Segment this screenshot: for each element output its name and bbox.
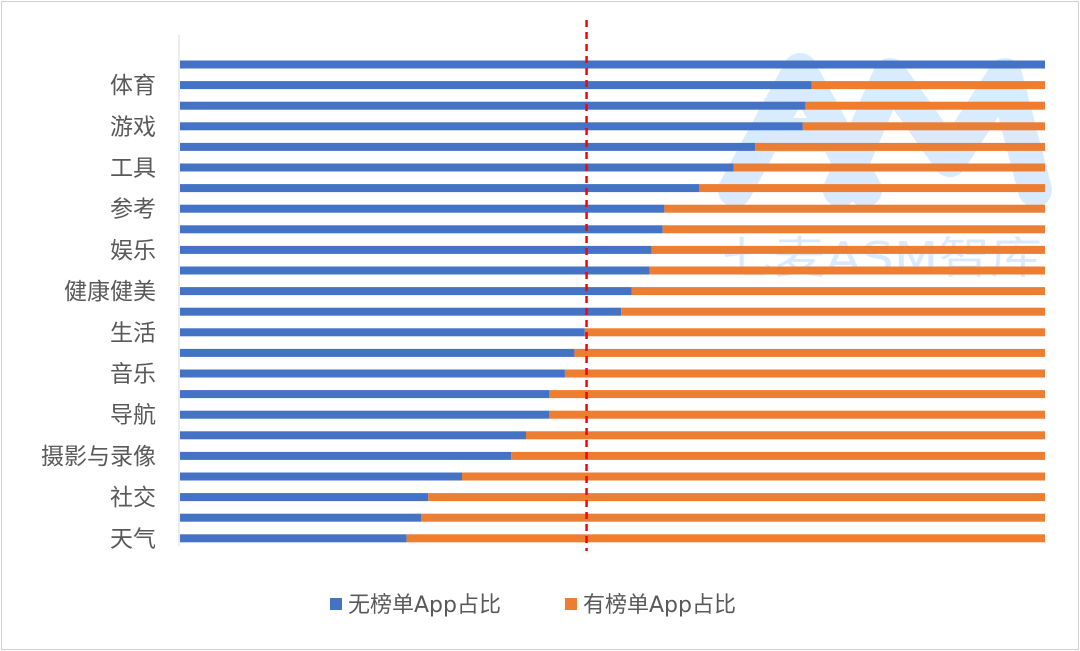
- bar-no-rank: [180, 225, 663, 234]
- bar-no-rank: [180, 328, 585, 337]
- bar-has-rank: [574, 348, 1045, 357]
- bar-no-rank: [180, 513, 422, 522]
- bar-has-rank: [549, 410, 1045, 419]
- bar-no-rank: [180, 245, 652, 254]
- bar-no-rank: [180, 163, 734, 172]
- bar-no-rank: [180, 266, 650, 275]
- bar-has-rank: [584, 328, 1045, 337]
- bar-no-rank: [180, 60, 1045, 69]
- bars-group: [180, 60, 1046, 543]
- bar-no-rank: [180, 287, 632, 296]
- category-label: 体育: [110, 73, 156, 99]
- category-label: 社交: [110, 485, 156, 511]
- bar-no-rank: [180, 101, 806, 110]
- legend: 无榜单App占比 有榜单App占比: [330, 593, 736, 618]
- bar-has-rank: [699, 184, 1045, 193]
- bar-has-rank: [406, 534, 1045, 543]
- bar-has-rank: [802, 122, 1045, 131]
- bar-no-rank: [180, 348, 575, 357]
- bar-no-rank: [180, 184, 699, 193]
- bar-has-rank: [421, 513, 1046, 522]
- category-label: 健康健美: [64, 279, 156, 305]
- category-label: 导航: [110, 403, 156, 429]
- bar-has-rank: [564, 369, 1045, 378]
- bar-has-rank: [631, 287, 1045, 296]
- bar-has-rank: [549, 390, 1045, 399]
- bar-no-rank: [180, 81, 812, 90]
- bar-no-rank: [180, 451, 512, 460]
- bar-no-rank: [180, 493, 429, 502]
- category-label: 天气: [110, 526, 156, 552]
- bar-no-rank: [180, 307, 622, 316]
- bar-has-rank: [662, 225, 1045, 234]
- bar-no-rank: [180, 534, 407, 543]
- bar-has-rank: [649, 266, 1045, 275]
- bar-has-rank: [755, 142, 1045, 151]
- bar-has-rank: [733, 163, 1045, 172]
- bar-has-rank: [811, 81, 1045, 90]
- category-label: 游戏: [110, 114, 156, 140]
- bar-has-rank: [461, 472, 1045, 481]
- bar-no-rank: [180, 431, 526, 440]
- bar-no-rank: [180, 204, 665, 213]
- bar-has-rank: [526, 431, 1045, 440]
- category-label: 娱乐: [110, 238, 156, 264]
- legend-label-no-rank: 无榜单App占比: [348, 593, 501, 618]
- bar-has-rank: [805, 101, 1045, 110]
- bar-has-rank: [621, 307, 1045, 316]
- bar-has-rank: [428, 493, 1045, 502]
- category-label: 工具: [110, 156, 156, 182]
- bar-has-rank: [664, 204, 1045, 213]
- category-label: 摄影与录像: [41, 444, 156, 470]
- bar-no-rank: [180, 390, 550, 399]
- bar-no-rank: [180, 472, 462, 481]
- category-label: 参考: [110, 197, 156, 223]
- category-label: 生活: [110, 320, 156, 346]
- bar-has-rank: [511, 451, 1045, 460]
- bar-no-rank: [180, 369, 565, 378]
- bar-no-rank: [180, 122, 803, 131]
- watermark-text: 七麦ASM智库: [722, 233, 1042, 284]
- bar-has-rank: [651, 245, 1045, 254]
- bar-no-rank: [180, 142, 756, 151]
- legend-swatch-no-rank: [330, 598, 342, 610]
- bar-no-rank: [180, 410, 550, 419]
- legend-swatch-has-rank: [565, 598, 577, 610]
- legend-label-has-rank: 有榜单App占比: [583, 593, 736, 618]
- category-label: 音乐: [110, 362, 156, 388]
